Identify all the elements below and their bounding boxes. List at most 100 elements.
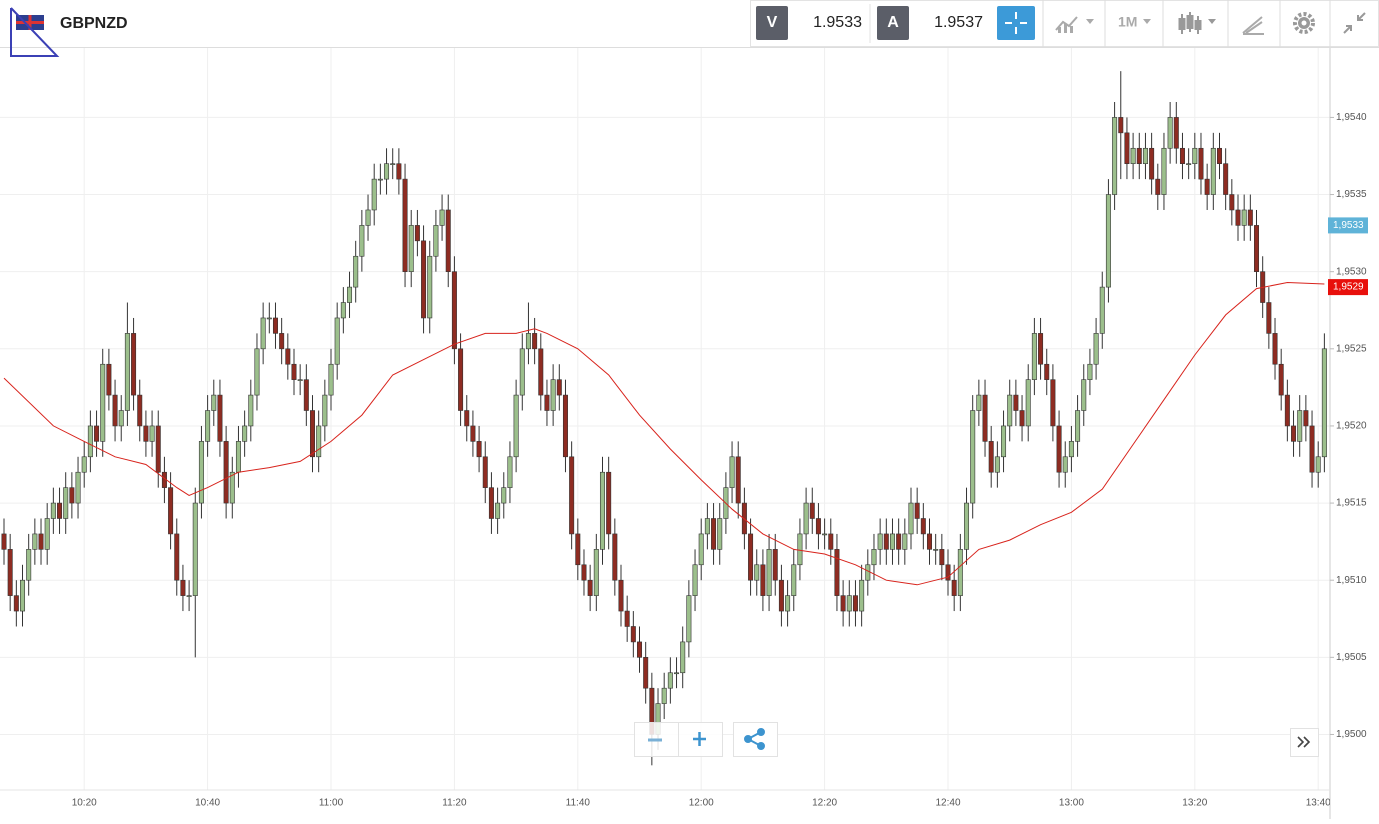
- candle-body: [186, 595, 192, 597]
- candle-body: [920, 518, 926, 535]
- candle-body: [242, 425, 248, 442]
- x-tick-label: 12:40: [935, 798, 960, 809]
- candle-body: [118, 410, 124, 427]
- candle-body: [334, 317, 340, 365]
- candle-body: [20, 579, 26, 612]
- candle-body: [1118, 117, 1124, 134]
- candle-body: [131, 333, 137, 396]
- candle-body: [371, 178, 377, 211]
- candle-body: [328, 363, 334, 396]
- scroll-right-button[interactable]: [1290, 728, 1319, 757]
- candle-body: [439, 209, 445, 226]
- candle-body: [704, 518, 710, 535]
- zoom-in-button[interactable]: [693, 732, 706, 746]
- settings-icon[interactable]: [1293, 12, 1315, 34]
- candle-body: [1223, 163, 1229, 195]
- candle-body: [711, 518, 717, 550]
- candle-body: [488, 487, 494, 519]
- candle-body: [785, 595, 791, 612]
- share-button[interactable]: [733, 722, 778, 757]
- x-tick-label: 13:40: [1306, 798, 1331, 809]
- candle-body: [414, 225, 420, 242]
- candle-body: [1241, 209, 1247, 226]
- candle-body: [87, 425, 93, 458]
- candle-body: [562, 394, 568, 458]
- candle-body: [260, 317, 266, 350]
- y-tick-label: 1,9530: [1336, 266, 1367, 277]
- y-tick-label: 1,9515: [1336, 498, 1367, 509]
- candle-body: [143, 425, 149, 442]
- x-tick-label: 11:20: [442, 798, 467, 809]
- candle-body: [1038, 333, 1044, 365]
- candle-body: [951, 579, 957, 596]
- sell-button[interactable]: [756, 6, 788, 40]
- indicator-icon[interactable]: [1055, 16, 1094, 33]
- candle-body: [717, 518, 723, 550]
- candle-body: [198, 441, 204, 504]
- buy-price: 1.9537: [934, 14, 983, 31]
- candle-body: [1130, 147, 1136, 164]
- candle-body: [1050, 379, 1056, 427]
- buy-button[interactable]: [877, 6, 909, 40]
- candle-body: [772, 549, 778, 581]
- candle-body: [834, 549, 840, 596]
- toolbar: [0, 0, 1379, 47]
- x-tick-label: 10:40: [195, 798, 220, 809]
- timeframe-caret: [1143, 19, 1151, 24]
- y-tick-label: 1,9535: [1336, 189, 1367, 200]
- candle-body: [433, 225, 439, 257]
- price-tag: [1328, 217, 1368, 234]
- candle-body: [309, 410, 315, 458]
- candle-body: [661, 687, 667, 704]
- candle-body: [1087, 363, 1093, 380]
- candle-body: [902, 533, 908, 550]
- timeframe[interactable]: 1M: [1118, 14, 1137, 30]
- candle-body: [871, 549, 877, 566]
- candle-body: [760, 564, 766, 596]
- candle-body: [908, 502, 914, 535]
- candle-body: [38, 533, 44, 550]
- draw-icon[interactable]: [1242, 16, 1264, 35]
- candle-body: [1173, 117, 1179, 149]
- candle-body: [13, 595, 19, 612]
- candle-body: [630, 626, 636, 643]
- candle-body: [353, 255, 359, 288]
- candle-body: [575, 533, 581, 566]
- candle-body: [1272, 333, 1278, 365]
- candle-body: [32, 533, 38, 550]
- candle-body: [1093, 333, 1099, 365]
- plot: [1, 71, 1327, 766]
- collapse-icon[interactable]: [1343, 12, 1366, 34]
- candle-body: [914, 502, 920, 519]
- candle-body: [1136, 147, 1142, 164]
- candle-body: [1309, 425, 1315, 473]
- candle-body: [421, 240, 427, 319]
- axes: 1,9500 1,9505 1,9510 1,9515 1,9520 1,9525 1,95…: [72, 112, 1368, 809]
- candle-body: [297, 379, 303, 381]
- candle-body: [1142, 147, 1148, 164]
- candle-body: [1068, 441, 1074, 458]
- chart-type-icon[interactable]: [1178, 12, 1217, 34]
- candle-body: [994, 456, 1000, 473]
- price-tag-label: 1,9529: [1333, 282, 1364, 293]
- candle-body: [254, 348, 260, 396]
- candle-body: [1124, 132, 1130, 164]
- candle-body: [1291, 425, 1297, 442]
- candle-body: [81, 456, 87, 473]
- candle-body: [137, 394, 143, 427]
- candle-body: [754, 564, 760, 581]
- y-tick-label: 1,9520: [1336, 421, 1367, 432]
- candle-body: [155, 425, 161, 473]
- candle-body: [803, 502, 809, 535]
- candle-body: [637, 641, 643, 658]
- candle-body: [1303, 410, 1309, 427]
- symbol: GBPNZD: [60, 15, 128, 32]
- candle-body: [569, 456, 575, 535]
- sell-price: 1.9533: [813, 14, 862, 31]
- candle-body: [445, 209, 451, 272]
- candle-body: [939, 549, 945, 566]
- share-icon: [744, 728, 765, 750]
- candle-body: [599, 471, 605, 550]
- crosshair-button[interactable]: [997, 6, 1035, 40]
- candle-body: [1019, 410, 1025, 427]
